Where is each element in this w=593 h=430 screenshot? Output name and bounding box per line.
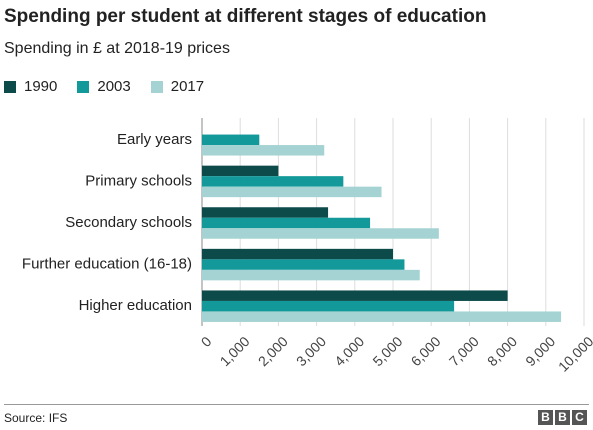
category-labels: Early years Primary schools Secondary scho… xyxy=(22,131,192,314)
legend-item-2017: 2017 xyxy=(150,78,205,95)
legend-swatch-2017 xyxy=(150,80,163,93)
x-tick-label: 0 xyxy=(198,333,215,350)
x-tick-label: 9,000 xyxy=(522,333,558,369)
bar-2017 xyxy=(202,145,325,156)
legend-item-1990: 1990 xyxy=(4,78,57,95)
bar-2003 xyxy=(202,217,371,229)
footer-divider xyxy=(4,404,589,405)
legend: 1990 2003 2017 xyxy=(4,78,224,95)
bar-1990 xyxy=(202,165,279,177)
bar-2017 xyxy=(202,269,420,281)
bar-2003 xyxy=(202,134,260,146)
x-tick-label: 1,000 xyxy=(217,333,253,369)
x-tick-label: 6,000 xyxy=(408,333,444,369)
x-tick-label: 5,000 xyxy=(369,333,405,369)
bar-1990 xyxy=(202,290,508,301)
bar-chart: Early years Primary schools Secondary scho… xyxy=(22,118,593,375)
bbc-logo-letter: B xyxy=(555,410,570,425)
bar-1990 xyxy=(202,207,329,218)
x-tick-label: 7,000 xyxy=(446,333,482,369)
category-label: Further education (16-18) xyxy=(22,256,192,273)
category-label: Secondary schools xyxy=(65,214,192,231)
bar-2003 xyxy=(202,300,455,312)
legend-label-1990: 1990 xyxy=(24,78,58,95)
chart-title: Spending per student at different stages… xyxy=(4,6,487,27)
x-tick-label: 3,000 xyxy=(293,333,329,369)
legend-swatch-1990 xyxy=(4,80,16,93)
bar-1990 xyxy=(202,248,393,260)
bar-2003 xyxy=(202,176,344,187)
bars xyxy=(202,134,562,322)
chart-subtitle: Spending in £ at 2018-19 prices xyxy=(4,40,230,57)
category-label: Primary schools xyxy=(85,172,192,189)
legend-label-2003: 2003 xyxy=(97,78,131,95)
x-tick-label: 10,000 xyxy=(555,333,593,375)
category-label: Early years xyxy=(117,131,192,148)
x-tick-label: 2,000 xyxy=(255,333,291,369)
bar-2017 xyxy=(202,311,562,322)
bbc-logo: B B C xyxy=(536,410,587,425)
bar-2003 xyxy=(202,259,405,270)
x-tick-label: 8,000 xyxy=(484,333,520,369)
bar-2017 xyxy=(202,186,382,198)
bbc-logo-letter: C xyxy=(572,410,587,425)
bar-2017 xyxy=(202,228,439,239)
x-tick-labels: 0 1,000 2,000 3,000 4,000 5,000 6,000 7,000 8,00… xyxy=(198,333,593,375)
bbc-logo-letter: B xyxy=(538,410,553,425)
legend-item-2003: 2003 xyxy=(77,78,131,95)
x-tick-label: 4,000 xyxy=(331,333,367,369)
category-label: Higher education xyxy=(79,297,192,314)
legend-swatch-2003 xyxy=(77,80,90,93)
source-note: Source: IFS xyxy=(4,411,68,425)
legend-label-2017: 2017 xyxy=(170,78,205,95)
